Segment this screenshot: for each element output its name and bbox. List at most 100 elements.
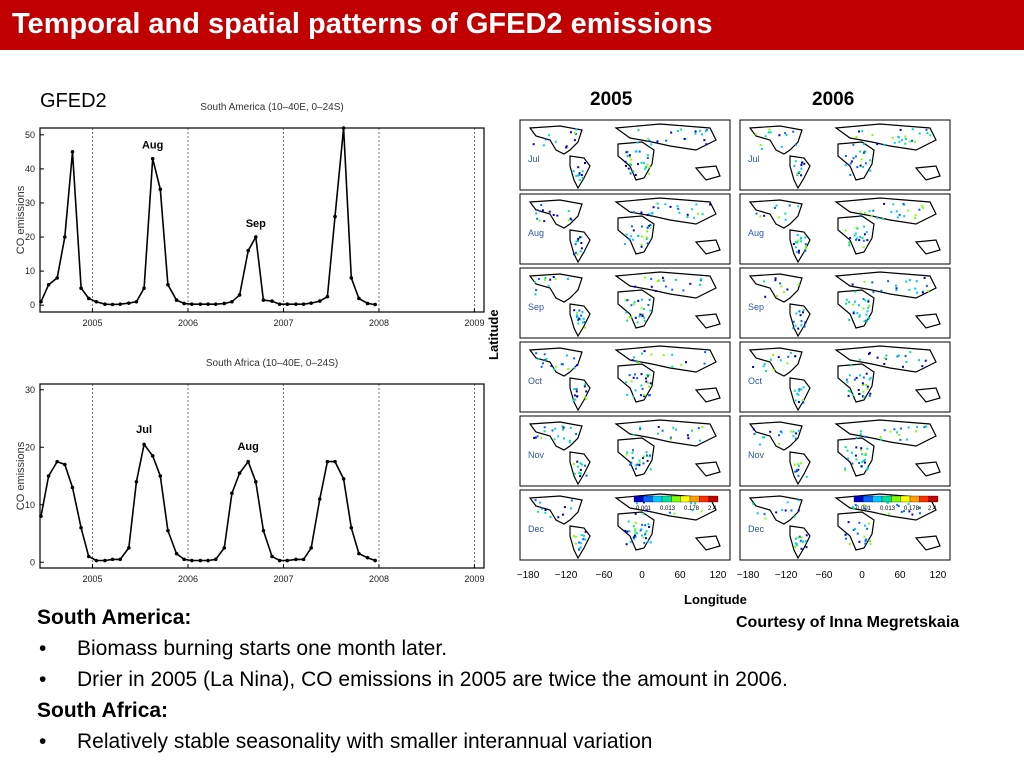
data-point <box>46 474 51 478</box>
data-point <box>118 302 123 306</box>
emission-cell <box>576 239 579 242</box>
emission-cell <box>849 162 852 165</box>
emission-cell <box>860 465 863 468</box>
emission-cell <box>583 534 585 537</box>
emission-cell <box>786 288 789 291</box>
emission-cell <box>794 246 797 249</box>
emission-cell <box>584 464 586 467</box>
north-america-outline <box>528 347 583 377</box>
data-point <box>341 126 346 130</box>
emission-cell <box>683 138 686 140</box>
colorbar-swatch <box>652 495 663 503</box>
emission-cell <box>648 298 651 301</box>
emission-cell <box>630 304 633 307</box>
emission-cell <box>643 316 646 319</box>
emission-cell <box>639 529 642 532</box>
emission-cell <box>804 245 807 248</box>
emission-cell <box>648 166 651 169</box>
colorbar-swatch <box>909 495 920 503</box>
emission-cell <box>540 365 543 368</box>
emission-cell <box>876 216 879 219</box>
emission-cell <box>861 384 864 386</box>
emission-cell <box>858 358 861 361</box>
data-point <box>277 302 282 306</box>
emission-cell <box>578 172 581 175</box>
north-america-outline <box>748 347 803 377</box>
emission-cell <box>845 378 848 381</box>
emission-cell <box>574 132 577 134</box>
africa-outline <box>617 363 655 403</box>
emission-cell <box>638 361 641 364</box>
emission-cell <box>866 385 869 388</box>
emission-cell <box>626 393 629 396</box>
emission-cell <box>656 140 659 143</box>
emission-cell <box>908 288 911 291</box>
emission-cell <box>639 428 642 431</box>
emission-cell <box>567 219 570 222</box>
data-point <box>79 286 83 290</box>
emission-cell <box>802 540 805 543</box>
emission-cell <box>752 366 755 368</box>
sa-heading: South America: <box>37 606 192 629</box>
south-america-outline <box>789 525 811 560</box>
emission-cell <box>647 381 650 384</box>
emission-cell <box>642 501 645 504</box>
emission-cell <box>637 235 640 237</box>
data-point <box>63 462 67 467</box>
emission-cell <box>802 401 805 404</box>
emission-cell <box>556 214 559 217</box>
emission-cell <box>574 243 577 246</box>
emission-cell <box>862 459 865 462</box>
north-america-outline <box>528 125 583 155</box>
south-america-outline <box>569 525 591 560</box>
emission-cell <box>752 428 755 431</box>
data-point <box>309 301 313 305</box>
data-point <box>317 299 322 303</box>
x-tick-label: 2007 <box>273 574 293 584</box>
data-point <box>150 454 155 458</box>
emission-cell <box>700 278 703 280</box>
emission-cell <box>795 432 798 435</box>
emission-cell <box>568 439 571 442</box>
emission-cell <box>860 447 863 450</box>
emission-cell <box>897 136 900 139</box>
emission-cell <box>645 238 648 240</box>
emission-cell <box>584 162 586 164</box>
notes: South America: • Biomass burning starts o… <box>37 602 997 757</box>
emission-cell <box>632 395 635 398</box>
data-point <box>190 558 194 563</box>
y-tick-label: 10 <box>25 266 35 276</box>
emission-cell <box>896 355 899 358</box>
emission-cell <box>625 453 628 456</box>
emission-cell <box>634 316 637 319</box>
emission-cell <box>549 516 552 518</box>
data-point <box>301 302 306 306</box>
emission-cell <box>805 546 808 549</box>
emission-cell <box>575 240 578 243</box>
emission-cell <box>569 217 572 220</box>
emission-cell <box>641 352 643 355</box>
emission-cell <box>647 137 649 140</box>
emission-cell <box>634 285 637 288</box>
emission-cell <box>574 251 577 254</box>
emission-cell <box>856 227 859 230</box>
emission-cell <box>914 214 917 217</box>
emission-cell <box>585 474 588 477</box>
emission-cell <box>553 368 556 371</box>
emission-cell <box>691 208 693 211</box>
emission-cell <box>798 464 800 467</box>
year-2005-label: 2005 <box>590 89 633 110</box>
emission-cell <box>544 138 547 141</box>
data-point <box>253 479 258 484</box>
emission-cell <box>864 539 867 542</box>
emission-cell <box>903 215 906 218</box>
emission-cell <box>896 431 899 434</box>
data-point <box>230 491 234 496</box>
emission-cell <box>645 537 647 540</box>
data-point <box>166 528 170 533</box>
emission-cell <box>677 130 680 132</box>
emission-cell <box>637 163 639 166</box>
emission-cell <box>648 212 651 215</box>
emission-cell <box>784 132 787 135</box>
north-america-outline <box>528 495 583 525</box>
